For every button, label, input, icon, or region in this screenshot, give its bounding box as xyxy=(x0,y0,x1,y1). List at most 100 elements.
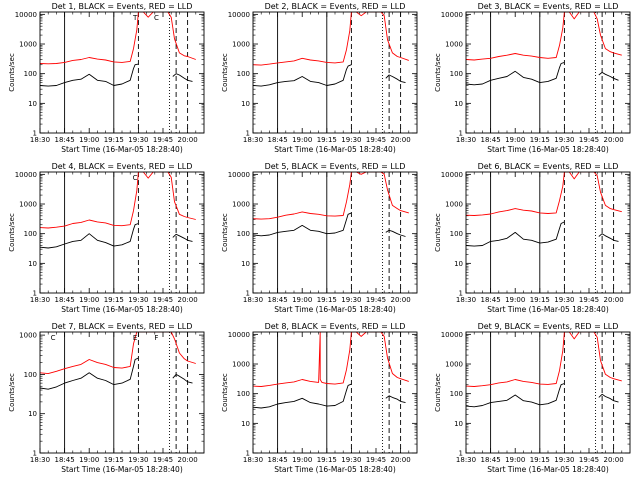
series-group xyxy=(466,332,622,408)
x-axis-label: Start Time (16-Mar-05 18:28:40) xyxy=(487,145,609,154)
series-group xyxy=(253,12,409,87)
events-series-line xyxy=(466,221,565,247)
events-series-line xyxy=(385,229,406,237)
y-axis-label: Counts/sec xyxy=(434,373,442,412)
y-tick-label: 10 xyxy=(28,260,37,268)
events-series-line xyxy=(172,73,193,82)
y-tick-label: 1000 xyxy=(19,332,37,340)
x-axis-label: Start Time (16-Mar-05 18:28:40) xyxy=(487,305,609,314)
top-marker-label: T xyxy=(132,14,138,22)
y-tick-label: 1 xyxy=(459,290,463,298)
x-tick-label: 19:15 xyxy=(317,136,337,144)
detector-panel-8: Det 8, BLACK = Events, RED = LLD Counts/s… xyxy=(221,322,418,474)
series-group xyxy=(466,172,622,247)
x-tick-label: 18:30 xyxy=(30,136,50,144)
y-tick-label: 1000 xyxy=(19,201,37,209)
events-series-line xyxy=(466,383,565,408)
y-tick-label: 1 xyxy=(459,130,463,138)
y-tick-label: 1000 xyxy=(232,201,250,209)
x-tick-label: 19:15 xyxy=(317,296,337,304)
series-group xyxy=(253,172,409,237)
x-tick-label: 19:00 xyxy=(505,136,525,144)
events-series-line xyxy=(40,63,139,87)
x-tick-label: 19:00 xyxy=(505,296,525,304)
y-tick-label: 1000 xyxy=(445,41,463,49)
lld-series-line xyxy=(253,332,409,387)
x-axis-label: Start Time (16-Mar-05 18:28:40) xyxy=(274,305,396,314)
panel-title: Det 4, BLACK = Events, RED = LLD xyxy=(52,162,193,171)
y-tick-label: 10000 xyxy=(15,11,37,19)
y-tick-label: 10 xyxy=(28,100,37,108)
events-series-line xyxy=(598,71,619,81)
detector-panel-1: Det 1, BLACK = Events, RED = LLD Counts/s… xyxy=(8,2,205,154)
events-series-line xyxy=(253,383,352,409)
x-tick-label: 18:45 xyxy=(268,136,288,144)
x-tick-label: 19:00 xyxy=(505,456,525,464)
lld-series-line xyxy=(40,172,196,229)
y-tick-label: 10000 xyxy=(441,11,463,19)
x-tick-label: 19:30 xyxy=(554,296,574,304)
x-tick-label: 18:30 xyxy=(243,296,263,304)
x-tick-label: 18:30 xyxy=(456,136,476,144)
detector-panel-4: Det 4, BLACK = Events, RED = LLD Counts/s… xyxy=(8,162,205,314)
x-tick-label: 18:45 xyxy=(481,136,501,144)
x-tick-label: 19:45 xyxy=(153,296,173,304)
y-tick-label: 10 xyxy=(454,100,463,108)
x-tick-label: 19:30 xyxy=(128,296,148,304)
x-tick-label: 19:15 xyxy=(104,296,124,304)
top-marker-label: C xyxy=(51,334,56,342)
panel-title: Det 5, BLACK = Events, RED = LLD xyxy=(265,162,406,171)
x-tick-label: 18:45 xyxy=(268,456,288,464)
x-tick-label: 18:45 xyxy=(268,296,288,304)
detector-panel-6: Det 6, BLACK = Events, RED = LLD Counts/s… xyxy=(434,162,631,314)
events-series-line xyxy=(253,64,352,87)
events-series-line xyxy=(466,61,565,86)
y-axis-label: Counts/sec xyxy=(8,213,16,252)
y-tick-label: 100 xyxy=(24,371,37,379)
events-series-line xyxy=(385,74,406,84)
series-group xyxy=(466,12,622,86)
detector-panel-2: Det 2, BLACK = Events, RED = LLD Counts/s… xyxy=(221,2,418,154)
y-tick-label: 1000 xyxy=(445,361,463,369)
x-tick-label: 19:00 xyxy=(292,296,312,304)
panel-title: Det 2, BLACK = Events, RED = LLD xyxy=(265,2,406,11)
events-series-line xyxy=(253,212,352,237)
x-tick-label: 19:45 xyxy=(153,456,173,464)
x-tick-label: 19:15 xyxy=(317,456,337,464)
series-group xyxy=(40,332,196,390)
plot-frame xyxy=(39,11,205,134)
lld-series-line xyxy=(466,332,622,387)
series-group xyxy=(40,12,196,87)
x-tick-label: 18:30 xyxy=(456,296,476,304)
plot-frame xyxy=(39,331,205,454)
y-tick-label: 10 xyxy=(241,260,250,268)
events-series-line xyxy=(40,223,139,249)
y-tick-label: 10000 xyxy=(228,331,250,339)
y-tick-label: 100 xyxy=(24,70,37,78)
y-tick-label: 10000 xyxy=(441,331,463,339)
x-tick-label: 19:00 xyxy=(79,136,99,144)
top-marker-label: C xyxy=(154,14,159,22)
y-tick-label: 100 xyxy=(237,230,250,238)
y-tick-label: 10 xyxy=(454,420,463,428)
x-tick-label: 18:30 xyxy=(456,456,476,464)
x-tick-label: 20:00 xyxy=(391,456,411,464)
x-tick-label: 19:45 xyxy=(366,296,386,304)
y-axis-label: Counts/sec xyxy=(221,213,229,252)
x-tick-label: 19:45 xyxy=(153,136,173,144)
y-tick-label: 1000 xyxy=(232,361,250,369)
lld-series-line xyxy=(40,332,196,375)
x-tick-label: 19:00 xyxy=(292,136,312,144)
events-series-line xyxy=(598,393,619,403)
y-axis-label: Counts/sec xyxy=(434,53,442,92)
y-tick-label: 10 xyxy=(241,420,250,428)
y-tick-label: 10 xyxy=(454,260,463,268)
x-axis-label: Start Time (16-Mar-05 18:28:40) xyxy=(487,465,609,474)
y-tick-label: 1 xyxy=(33,130,37,138)
series-group xyxy=(253,332,409,409)
y-tick-label: 10000 xyxy=(228,11,250,19)
y-tick-label: 10000 xyxy=(441,171,463,179)
lld-series-line xyxy=(253,12,409,66)
detector-panel-9: Det 9, BLACK = Events, RED = LLD Counts/s… xyxy=(434,322,631,474)
x-tick-label: 20:00 xyxy=(604,136,624,144)
